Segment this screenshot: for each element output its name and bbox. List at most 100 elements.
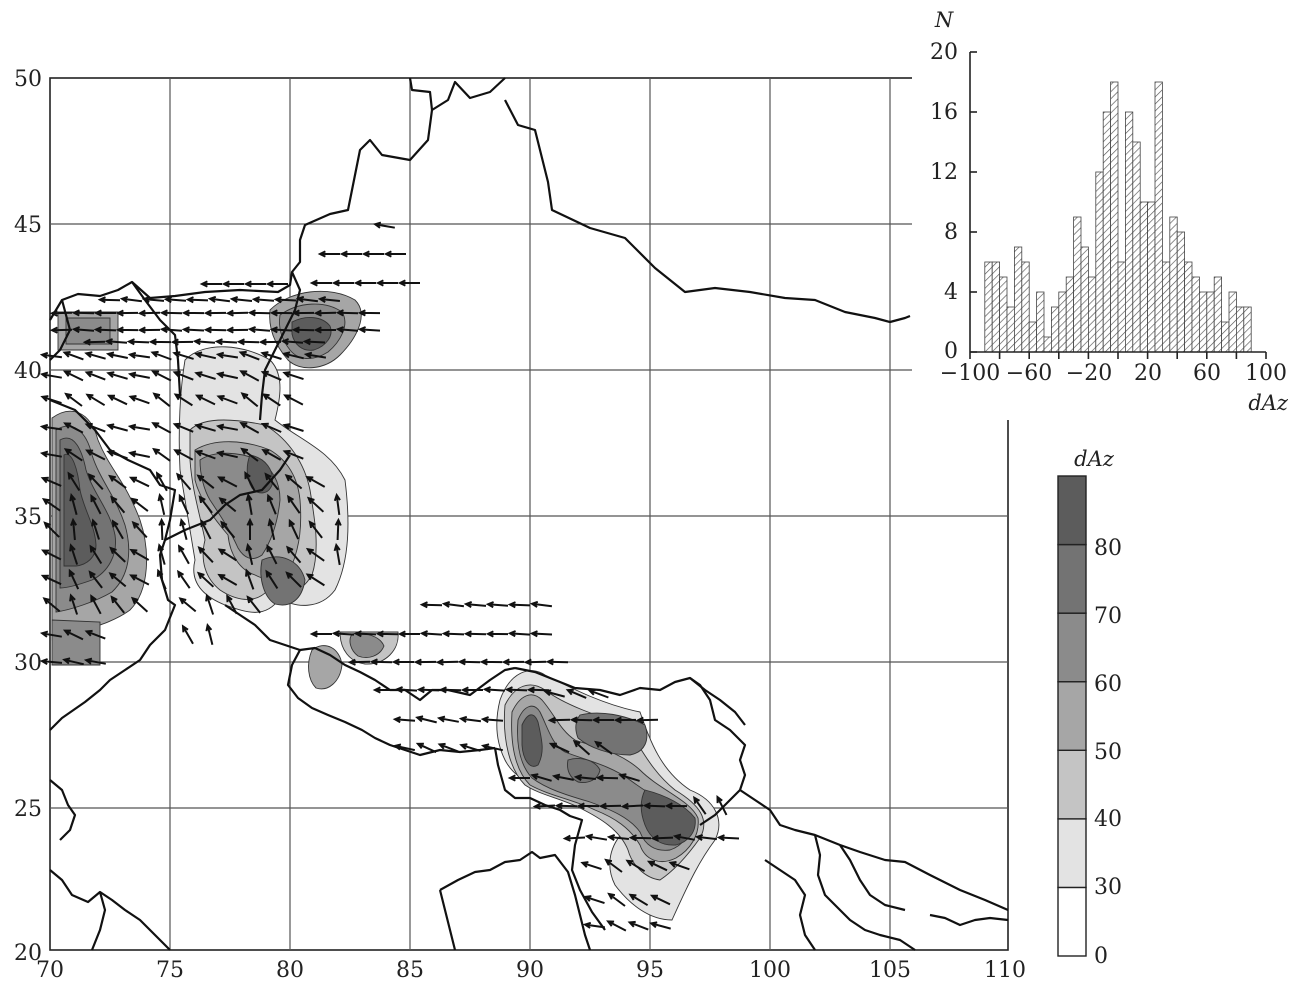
vector-arrow — [504, 686, 528, 694]
vector-arrow — [458, 715, 482, 723]
vector-arrow — [246, 595, 261, 614]
vector-arrow — [106, 394, 128, 406]
vector-arrow — [178, 597, 197, 613]
histogram-bar — [1065, 276, 1074, 353]
vector-arrow — [106, 450, 128, 460]
legend-label: 30 — [1094, 875, 1122, 900]
vector-arrow — [335, 309, 359, 317]
histogram-x-tick: −20 — [1066, 361, 1112, 386]
vector-arrow — [282, 351, 304, 360]
vector-arrow — [245, 542, 254, 566]
histogram-y-tick: 8 — [944, 220, 958, 245]
histogram-bar — [1028, 321, 1037, 353]
vector-arrow — [569, 716, 593, 724]
vector-arrow — [543, 689, 565, 698]
dAz-contour-fill — [51, 290, 720, 921]
histogram-x-tick: −60 — [1006, 361, 1052, 386]
vector-arrow — [372, 686, 395, 694]
vector-arrow — [172, 370, 194, 381]
vector-arrow — [178, 493, 190, 515]
vector-arrow — [587, 688, 609, 699]
vector-arrow — [163, 296, 187, 304]
vector-arrow — [618, 773, 640, 782]
vector-arrow — [308, 520, 323, 539]
vector-arrow — [194, 449, 216, 460]
legend-swatches — [1057, 475, 1087, 957]
vector-arrow — [104, 338, 128, 346]
vector-arrow — [39, 630, 62, 638]
legend-swatch — [1057, 681, 1087, 751]
vector-arrow — [285, 571, 302, 588]
histogram-y-tick: 16 — [930, 100, 958, 125]
histogram-bar — [1073, 216, 1082, 353]
vector-arrow — [185, 296, 209, 304]
vector-arrow — [119, 295, 143, 303]
vector-arrow — [225, 326, 249, 334]
vector-arrow — [573, 773, 597, 781]
vector-arrow — [529, 630, 553, 638]
vector-arrow — [668, 861, 690, 871]
vector-arrow — [353, 279, 376, 287]
vector-arrow — [109, 546, 126, 563]
vector-arrow — [62, 370, 84, 382]
legend-swatch — [1057, 818, 1087, 889]
vector-arrow — [288, 518, 300, 540]
vector-arrow — [269, 309, 293, 317]
vector-arrow — [170, 338, 194, 346]
vector-arrow — [306, 496, 325, 513]
vector-arrow — [650, 834, 674, 842]
vector-arrow — [173, 449, 194, 461]
histogram-y-tick: 12 — [930, 160, 958, 185]
vector-arrow — [93, 326, 117, 334]
vector-arrow — [260, 351, 282, 360]
vector-arrow — [554, 802, 578, 810]
vector-arrow — [333, 542, 341, 566]
vector-arrow — [266, 544, 278, 565]
vector-arrow — [460, 686, 483, 694]
vector-arrow — [532, 802, 556, 810]
vector-arrow — [313, 309, 337, 317]
vector-arrow — [303, 351, 327, 359]
vector-arrow — [526, 686, 550, 694]
histogram-bar — [1036, 291, 1045, 353]
histogram-xlabel: dAz — [1248, 391, 1289, 415]
vector-arrow — [357, 309, 381, 317]
vector-arrow — [39, 658, 63, 666]
vector-arrow — [71, 326, 95, 334]
vector-arrow — [39, 450, 62, 458]
vector-arrow — [62, 629, 84, 641]
vector-arrow — [375, 630, 399, 638]
vector-arrow — [594, 740, 613, 755]
vector-arrow — [67, 471, 81, 492]
vector-arrow — [217, 548, 237, 562]
vector-arrow — [507, 774, 530, 782]
vector-arrow — [383, 250, 406, 258]
histogram-bar — [1228, 291, 1237, 353]
vector-arrow — [305, 573, 325, 587]
histogram-bar — [1176, 231, 1185, 353]
map-x-axis: 70 75 80 85 90 95 100 105 110 — [36, 958, 1026, 983]
vector-arrow — [215, 371, 239, 380]
vector-arrow — [69, 493, 78, 515]
vector-arrow — [562, 834, 586, 842]
vector-arrow — [261, 393, 281, 407]
vector-arrow — [151, 422, 172, 434]
vector-arrow — [459, 743, 481, 752]
legend-swatch — [1057, 886, 1087, 957]
vector-arrow — [128, 395, 150, 405]
histogram-bar — [1154, 81, 1163, 353]
histogram-x-tick: 20 — [1134, 361, 1162, 386]
vector-arrow — [530, 773, 552, 782]
vector-arrow — [625, 859, 646, 873]
vector-arrow — [480, 716, 504, 724]
vector-arrow — [582, 921, 606, 929]
vector-arrow — [435, 658, 459, 666]
vector-arrow — [203, 309, 227, 317]
vector-arrow — [397, 279, 420, 287]
vector-arrow — [172, 422, 194, 433]
vector-arrow — [302, 338, 326, 346]
histogram-bar — [1139, 201, 1148, 353]
vector-arrow — [105, 351, 128, 359]
vector-arrow — [82, 338, 106, 346]
legend-label: 70 — [1094, 604, 1122, 629]
